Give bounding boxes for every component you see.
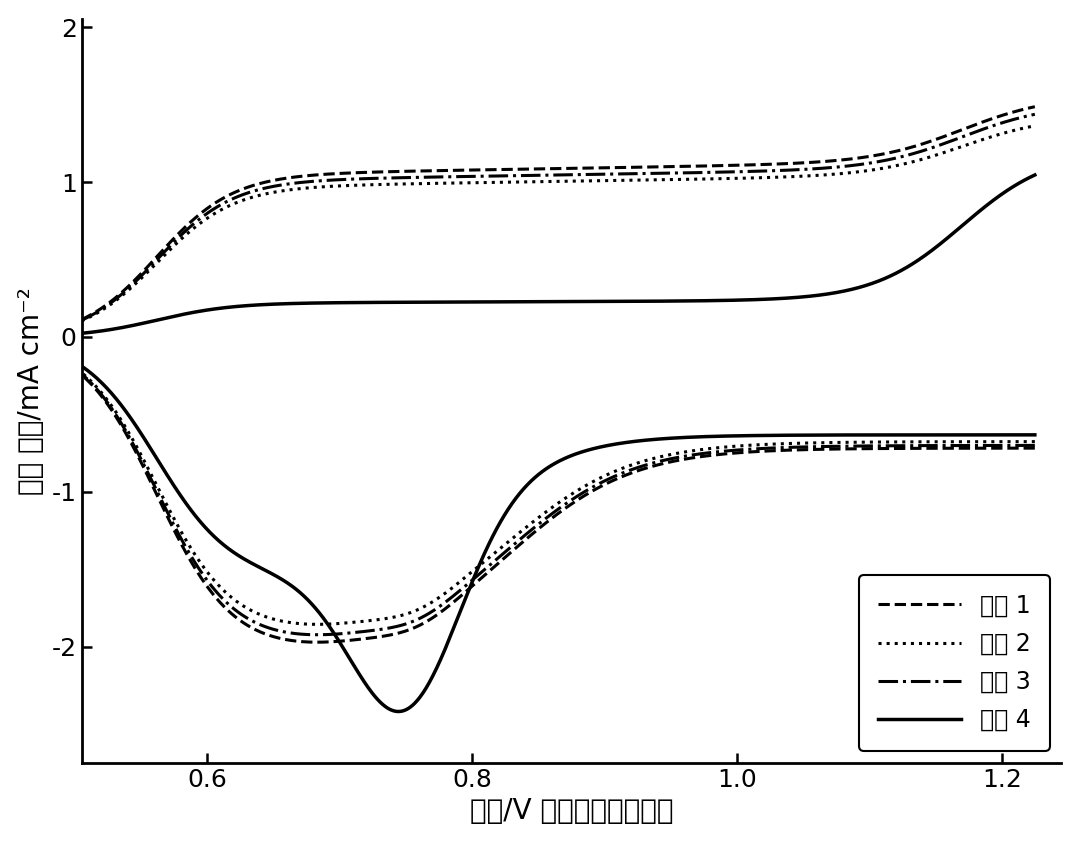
Y-axis label: 电流 密度/mA cm⁻²: 电流 密度/mA cm⁻² bbox=[16, 287, 44, 495]
X-axis label: 电位/V 相对于可逆氢电极: 电位/V 相对于可逆氢电极 bbox=[470, 797, 674, 825]
Legend: 实例 1, 实例 2, 实例 3, 实例 4: 实例 1, 实例 2, 实例 3, 实例 4 bbox=[859, 575, 1050, 751]
